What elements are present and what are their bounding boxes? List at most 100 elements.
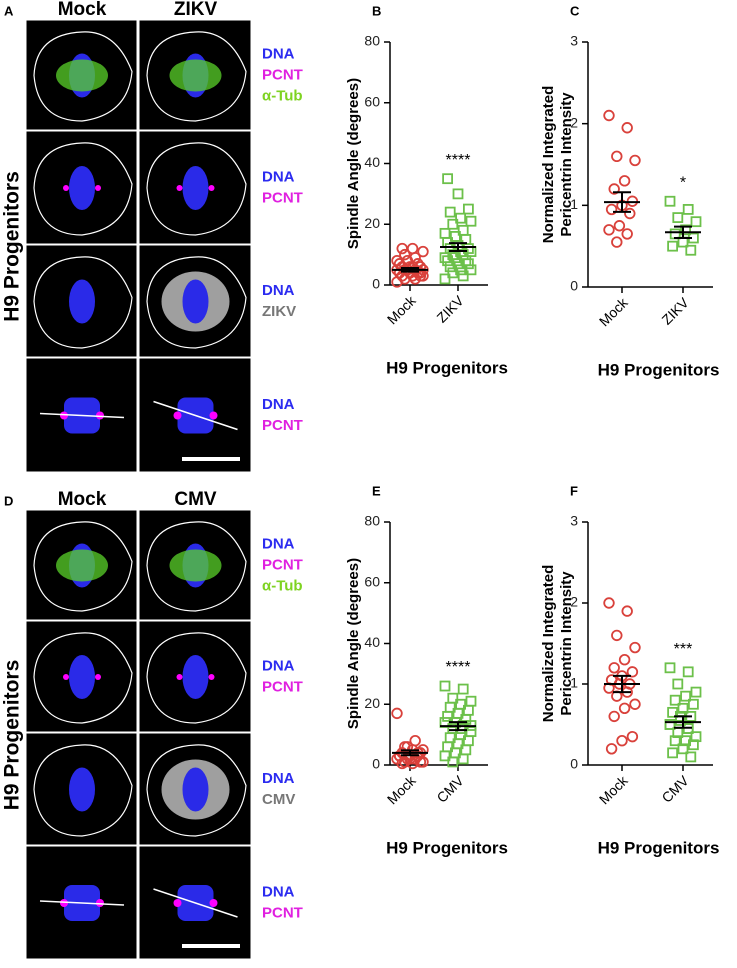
dna-stain bbox=[69, 655, 95, 699]
data-point bbox=[457, 683, 469, 695]
data-point bbox=[608, 662, 620, 674]
sem-bar bbox=[449, 721, 467, 732]
data-point bbox=[447, 218, 459, 230]
data-point bbox=[664, 662, 676, 674]
data-point bbox=[444, 206, 456, 218]
data-point bbox=[465, 215, 477, 227]
dna-stain bbox=[69, 279, 95, 324]
data-point bbox=[611, 236, 623, 248]
data-point bbox=[396, 242, 408, 255]
panel-label: F bbox=[570, 483, 578, 498]
cell-outline bbox=[33, 632, 133, 724]
data-point bbox=[621, 122, 633, 134]
cell-outline bbox=[146, 521, 247, 612]
data-point bbox=[406, 242, 419, 255]
channel-label: ZIKV bbox=[262, 303, 296, 320]
data-point bbox=[677, 743, 689, 755]
data-point bbox=[680, 690, 691, 702]
y-tick-label: 60 bbox=[364, 93, 380, 109]
pcnt-dot bbox=[63, 674, 69, 680]
data-point bbox=[455, 723, 467, 734]
data-point bbox=[690, 686, 702, 698]
data-point bbox=[618, 702, 631, 715]
sem-bar bbox=[674, 225, 692, 239]
channel-label: PCNT bbox=[262, 556, 303, 573]
data-point bbox=[685, 751, 697, 763]
y-tick-label: 40 bbox=[364, 154, 380, 170]
x-tick-label: Mock bbox=[384, 292, 420, 328]
pcnt-dot bbox=[95, 185, 101, 191]
pcnt-dot bbox=[96, 411, 104, 420]
data-point bbox=[439, 273, 451, 285]
data-point bbox=[667, 240, 678, 252]
tubulin-stain bbox=[169, 549, 222, 582]
data-point bbox=[690, 216, 702, 228]
data-point bbox=[611, 150, 623, 163]
channel-label: PCNT bbox=[262, 678, 303, 695]
side-label: H9 Progenitors bbox=[1, 660, 24, 811]
data-point bbox=[414, 270, 427, 282]
data-point bbox=[682, 666, 694, 678]
data-point bbox=[457, 270, 469, 282]
y-tick-label: 20 bbox=[364, 695, 380, 711]
column-title: CMV bbox=[174, 489, 217, 510]
significance: **** bbox=[446, 659, 471, 676]
column-title: Mock bbox=[58, 0, 107, 20]
data-point bbox=[452, 188, 464, 200]
channel-label: CMV bbox=[262, 791, 295, 808]
data-point bbox=[439, 680, 451, 692]
pcnt-dot bbox=[173, 899, 182, 907]
sem-bar bbox=[449, 242, 467, 252]
data-point bbox=[608, 710, 620, 723]
channel-label: DNA bbox=[262, 883, 295, 900]
pcnt-dot bbox=[208, 674, 215, 680]
channel-label: DNA bbox=[262, 535, 295, 552]
y-tick-label: 3 bbox=[570, 513, 578, 529]
dna-stain bbox=[69, 767, 95, 812]
data-point bbox=[669, 694, 681, 706]
channel-label: DNA bbox=[262, 657, 295, 674]
channel-label: α-Tub bbox=[262, 577, 303, 594]
pcnt-dot bbox=[209, 899, 218, 907]
dna-stain bbox=[182, 166, 209, 210]
channel-label: DNA bbox=[262, 45, 295, 62]
spindle-axis bbox=[39, 412, 125, 419]
dna-stain bbox=[182, 655, 209, 699]
data-point bbox=[629, 698, 641, 710]
pcnt-dot bbox=[176, 674, 183, 680]
x-tick-label: Mock bbox=[596, 772, 632, 808]
data-point bbox=[439, 227, 451, 239]
data-point bbox=[447, 756, 459, 768]
data-point bbox=[603, 224, 615, 236]
data-point bbox=[669, 735, 681, 747]
sem-bar bbox=[674, 715, 692, 729]
data-point bbox=[391, 255, 403, 267]
data-point bbox=[605, 743, 618, 755]
data-point bbox=[618, 654, 631, 666]
data-point bbox=[442, 173, 454, 185]
x-axis-label: H9 Progenitors bbox=[386, 358, 508, 377]
pcnt-dot bbox=[63, 185, 69, 191]
dna-stain bbox=[182, 767, 209, 812]
data-point bbox=[603, 109, 615, 122]
data-point bbox=[672, 212, 684, 223]
x-tick-label: CMV bbox=[658, 772, 692, 806]
y-axis-label: Normalized IntegratedPericentrin Intensi… bbox=[540, 86, 575, 244]
y-axis-label: Spindle Angle (degrees) bbox=[345, 558, 362, 729]
data-point bbox=[688, 698, 699, 710]
cell-outline bbox=[33, 142, 133, 236]
pcnt-dot bbox=[173, 411, 182, 420]
pcnt-dot bbox=[95, 674, 101, 680]
y-axis-label: Normalized IntegratedPericentrin Intensi… bbox=[540, 565, 575, 723]
cell-outline bbox=[33, 31, 133, 122]
panel-label: A bbox=[4, 3, 14, 18]
cell-outline bbox=[146, 256, 247, 349]
panel-label: B bbox=[372, 3, 381, 18]
data-point bbox=[664, 195, 676, 207]
channel-label: DNA bbox=[262, 770, 295, 787]
sem-bar bbox=[401, 749, 419, 757]
spindle-axis bbox=[153, 888, 238, 918]
channel-label: PCNT bbox=[262, 66, 303, 83]
channel-label: DNA bbox=[262, 282, 295, 299]
